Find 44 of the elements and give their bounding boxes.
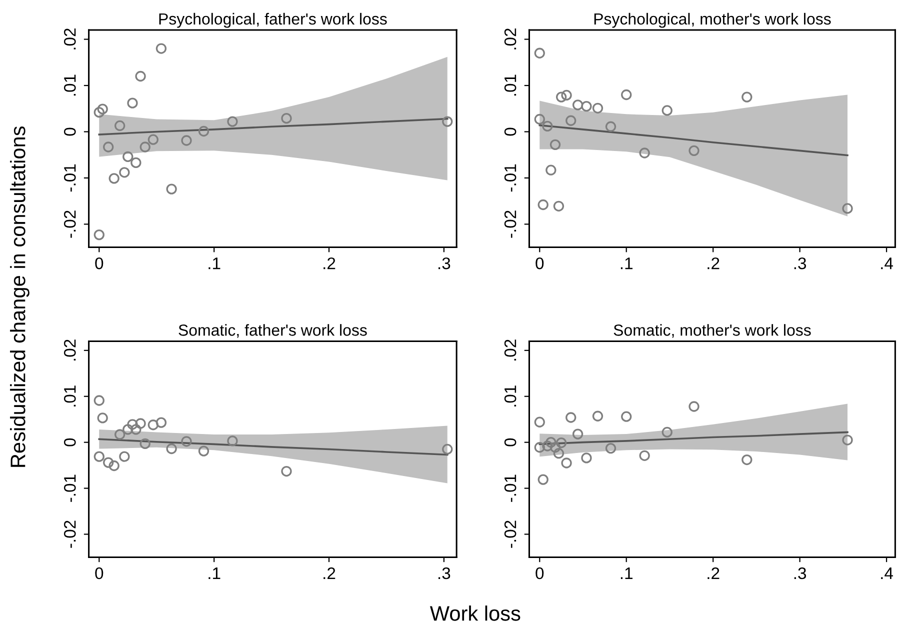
x-tick-label: .3 bbox=[438, 567, 450, 580]
chart-title: Somatic, mother's work loss bbox=[614, 324, 811, 338]
y-tick-label: .01 bbox=[504, 386, 516, 406]
x-tick-label: 0 bbox=[95, 567, 104, 580]
chart-title: Somatic, father's work loss bbox=[178, 324, 367, 338]
y-tick-label: .01 bbox=[64, 74, 76, 96]
x-tick-label: .1 bbox=[208, 568, 220, 580]
y-tick-label: -.01 bbox=[64, 164, 76, 192]
x-tick-label: 0 bbox=[536, 257, 544, 270]
y-tick-label: .01 bbox=[64, 386, 76, 406]
y-axis-title: Residualized change in consultations bbox=[10, 126, 30, 467]
x-tick-label: .2 bbox=[324, 257, 336, 270]
x-tick-label: .2 bbox=[708, 567, 720, 580]
y-tick-label: -.02 bbox=[504, 520, 516, 548]
x-tick-label: .1 bbox=[620, 568, 632, 580]
x-tick-label: .3 bbox=[438, 257, 450, 270]
x-tick-label: .2 bbox=[324, 567, 336, 580]
x-tick-label: .2 bbox=[708, 257, 720, 270]
y-tick-label: -.01 bbox=[504, 164, 516, 192]
y-tick-label: -.01 bbox=[64, 474, 76, 502]
y-tick-label: 0 bbox=[504, 128, 516, 136]
x-tick-label: .1 bbox=[208, 258, 220, 270]
y-tick-label: 0 bbox=[64, 438, 76, 446]
y-tick-label: -.02 bbox=[64, 210, 76, 238]
x-tick-label: 0 bbox=[536, 567, 544, 580]
y-tick-label: .02 bbox=[64, 28, 76, 50]
x-tick-label: .1 bbox=[620, 258, 632, 270]
x-tick-label: 0 bbox=[95, 257, 104, 270]
x-tick-label: .3 bbox=[794, 257, 806, 270]
y-tick-label: 0 bbox=[504, 438, 516, 446]
y-tick-label: 0 bbox=[64, 128, 76, 136]
y-tick-label: .02 bbox=[504, 340, 516, 360]
y-tick-label: .01 bbox=[504, 74, 516, 96]
chart-title: Psychological, father's work loss bbox=[159, 12, 387, 28]
y-tick-label: .02 bbox=[64, 340, 76, 360]
x-tick-label: .4 bbox=[881, 568, 893, 580]
chart-title: Psychological, mother's work loss bbox=[594, 12, 831, 28]
x-tick-label: .4 bbox=[881, 258, 893, 270]
y-tick-label: -.02 bbox=[504, 210, 516, 238]
y-tick-label: -.01 bbox=[504, 474, 516, 502]
y-tick-label: -.02 bbox=[64, 520, 76, 548]
y-tick-label: .02 bbox=[504, 28, 516, 50]
x-tick-label: .3 bbox=[794, 567, 806, 580]
x-axis-title: Work loss bbox=[430, 606, 520, 621]
